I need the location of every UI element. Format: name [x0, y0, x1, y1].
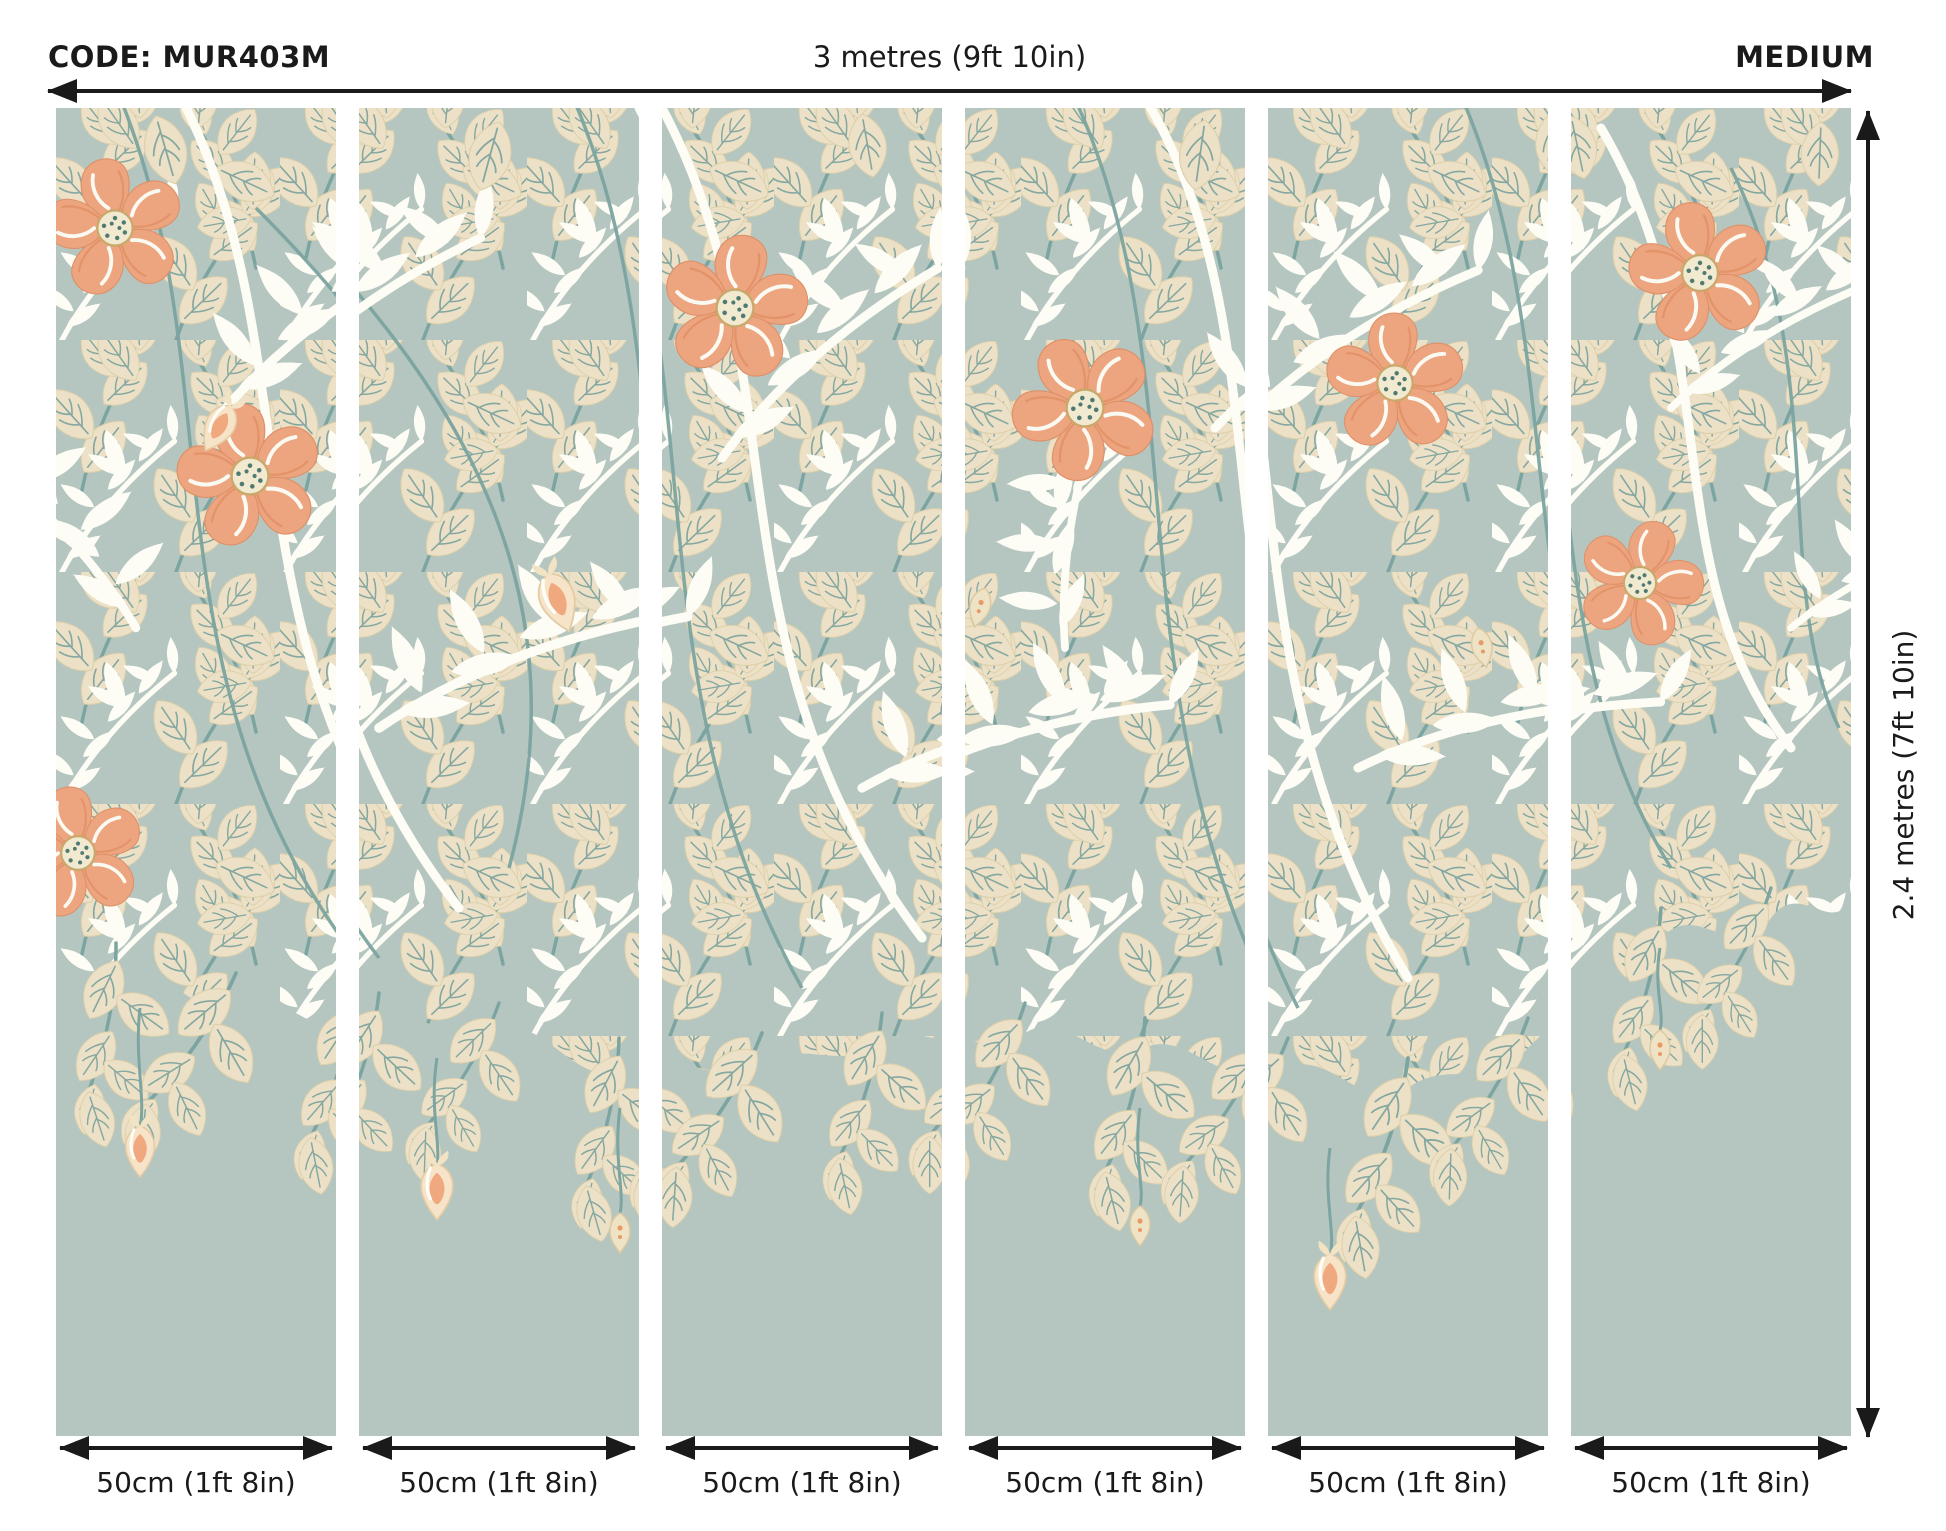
panel-strip-1	[56, 108, 336, 1436]
panel-width-arrow-6	[1574, 1436, 1848, 1460]
panel-width-cell-2: 50cm (1ft 8in)	[359, 1436, 639, 1499]
panel-width-arrow-2	[362, 1436, 636, 1460]
panel-width-label-3: 50cm (1ft 8in)	[702, 1466, 902, 1499]
panel-width-cell-6: 50cm (1ft 8in)	[1571, 1436, 1851, 1499]
panel-width-arrow-4	[968, 1436, 1242, 1460]
panel-width-cell-3: 50cm (1ft 8in)	[662, 1436, 942, 1499]
panel-artwork-5	[1268, 108, 1548, 1436]
panel-strip-3	[662, 108, 942, 1436]
panel-artwork-4	[965, 108, 1245, 1436]
panel-width-arrow-3	[665, 1436, 939, 1460]
panel-artwork-2	[359, 108, 639, 1436]
height-label: 2.4 metres (7ft 10in)	[1887, 629, 1920, 921]
panel-artwork-3	[662, 108, 942, 1436]
panel-width-cell-1: 50cm (1ft 8in)	[56, 1436, 336, 1499]
panel-strips	[56, 108, 1851, 1436]
total-width-arrow	[47, 79, 1852, 103]
total-width-label: 3 metres (9ft 10in)	[812, 40, 1087, 74]
panel-width-label-5: 50cm (1ft 8in)	[1308, 1466, 1508, 1499]
panel-width-arrow-5	[1271, 1436, 1545, 1460]
panel-strip-5	[1268, 108, 1548, 1436]
height-arrow	[1856, 110, 1880, 1438]
panel-width-label-1: 50cm (1ft 8in)	[96, 1466, 296, 1499]
product-code-label: CODE: MUR403M	[48, 40, 331, 74]
panel-strip-6	[1571, 108, 1851, 1436]
panel-width-arrow-1	[59, 1436, 333, 1460]
panel-width-label-2: 50cm (1ft 8in)	[399, 1466, 599, 1499]
panel-artwork-6	[1571, 108, 1851, 1436]
panel-width-cell-4: 50cm (1ft 8in)	[965, 1436, 1245, 1499]
panel-artwork-1	[56, 108, 336, 1436]
panel-width-measurements: 50cm (1ft 8in) 50cm (1ft 8in) 50cm (1ft …	[56, 1436, 1851, 1499]
panel-width-label-6: 50cm (1ft 8in)	[1611, 1466, 1811, 1499]
panel-strip-4	[965, 108, 1245, 1436]
size-label: MEDIUM	[1735, 40, 1874, 74]
panel-width-label-4: 50cm (1ft 8in)	[1005, 1466, 1205, 1499]
panel-width-cell-5: 50cm (1ft 8in)	[1268, 1436, 1548, 1499]
panel-strip-2	[359, 108, 639, 1436]
